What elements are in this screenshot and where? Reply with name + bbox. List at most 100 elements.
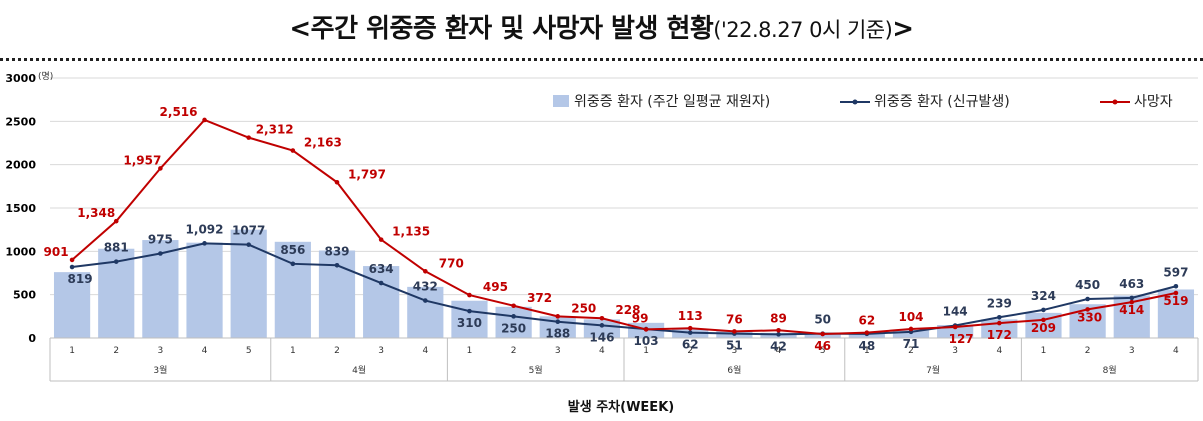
severe-point — [997, 314, 1002, 320]
death-point — [952, 324, 958, 330]
severe-data-label: 146 — [589, 330, 614, 344]
severe-data-label: 450 — [1075, 278, 1100, 292]
severe-data-label: 103 — [634, 334, 659, 348]
death-point — [467, 292, 472, 298]
severe-data-label: 463 — [1119, 277, 1144, 291]
x-tick-label: 1 — [864, 346, 870, 356]
bar — [1157, 289, 1195, 338]
y-tick-label: 1000 — [5, 245, 36, 258]
death-point — [732, 329, 737, 334]
severe-point — [1041, 307, 1046, 313]
x-tick-label: 4 — [599, 346, 605, 356]
severe-point — [467, 308, 472, 314]
severe-point — [1129, 295, 1135, 301]
bar — [53, 272, 91, 338]
month-label: 8월 — [1103, 364, 1117, 376]
severe-data-label: 144 — [943, 305, 968, 319]
legend-label-bar: 위중증 환자 (주간 일평균 재원자) — [574, 94, 770, 110]
bar — [495, 306, 532, 338]
x-tick-label: 4 — [422, 346, 428, 356]
severe-point — [158, 251, 163, 256]
y-tick-label: 0 — [28, 332, 36, 345]
severe-data-label: 51 — [726, 339, 743, 353]
death-data-label: 76 — [726, 312, 743, 326]
x-tick-label: 3 — [158, 346, 164, 356]
death-data-label: 1,957 — [123, 153, 161, 167]
severe-data-label: 975 — [148, 233, 173, 247]
severe-data-label: 188 — [545, 327, 570, 341]
severe-data-label: 1077 — [232, 224, 265, 238]
month-label: 6월 — [727, 364, 741, 376]
death-data-label: 2,312 — [256, 123, 294, 137]
y-axis-unit: (명) — [38, 71, 53, 82]
death-data-label: 46 — [814, 339, 831, 353]
death-point — [599, 315, 605, 321]
death-data-label: 127 — [949, 332, 974, 346]
severe-point — [334, 262, 340, 268]
legend-swatch-bar — [553, 95, 569, 107]
death-point — [820, 331, 825, 337]
chart-title-sub: ('22.8.27 0시 기준) — [713, 18, 893, 42]
x-tick-label: 2 — [908, 346, 914, 356]
month-label: 7월 — [926, 364, 940, 376]
severe-data-label: 50 — [814, 313, 831, 327]
x-tick-label: 1 — [69, 346, 75, 356]
death-point — [1041, 317, 1046, 323]
death-data-label: 901 — [44, 245, 69, 259]
death-point — [202, 117, 207, 123]
bar — [363, 266, 400, 338]
death-point — [158, 166, 163, 171]
severe-point — [378, 280, 384, 286]
severe-point — [69, 264, 75, 270]
death-data-label: 495 — [483, 280, 508, 294]
x-tick-label: 2 — [687, 346, 693, 356]
death-point — [423, 268, 428, 274]
severe-data-label: 250 — [501, 321, 526, 335]
death-data-label: 1,797 — [348, 167, 386, 181]
severe-line — [71, 242, 1177, 336]
death-data-label: 1,135 — [392, 225, 430, 239]
death-data-label: 2,516 — [160, 105, 198, 119]
x-tick-label: 2 — [1085, 346, 1091, 356]
x-tick-label: 3 — [555, 346, 561, 356]
death-data-label: 519 — [1163, 294, 1188, 308]
severe-data-label: 48 — [858, 339, 875, 353]
chart-title-main: <주간 위중증 환자 및 사망자 발생 현황 — [289, 14, 714, 44]
severe-point — [1173, 283, 1179, 289]
x-tick-label: 5 — [820, 346, 826, 356]
month-label: 5월 — [529, 364, 543, 376]
severe-data-label: 310 — [457, 316, 482, 330]
severe-point — [1085, 296, 1090, 302]
severe-point — [246, 242, 251, 247]
severe-data-label: 597 — [1163, 265, 1188, 279]
severe-point — [423, 298, 428, 303]
bar — [230, 229, 267, 338]
legend-label-death: 사망자 — [1134, 94, 1173, 110]
x-tick-label: 2 — [334, 346, 340, 356]
legend: 위중증 환자 (주간 일평균 재원자) 위중증 환자 (신규발생) 사망자 — [553, 94, 1173, 110]
severe-data-label: 62 — [682, 338, 699, 352]
x-tick-label: 1 — [643, 346, 649, 356]
death-data-label: 209 — [1031, 321, 1056, 335]
severe-point — [687, 330, 693, 335]
x-tick-label: 4 — [996, 346, 1002, 356]
x-tick-label: 1 — [467, 346, 473, 356]
y-tick-label: 2000 — [5, 159, 36, 172]
death-data-label: 372 — [527, 291, 552, 305]
death-point — [378, 237, 384, 242]
chart-title: <주간 위중증 환자 및 사망자 발생 현황('22.8.27 0시 기준)> — [0, 8, 1203, 45]
severe-point — [202, 241, 207, 246]
death-data-label: 104 — [898, 310, 923, 324]
severe-point — [555, 319, 561, 325]
death-point — [997, 320, 1002, 326]
x-tick-label: 4 — [202, 346, 208, 356]
death-point — [555, 314, 561, 319]
death-data-label: 1,348 — [77, 206, 115, 220]
y-tick-label: 2500 — [5, 115, 36, 128]
x-tick-label: 2 — [113, 346, 119, 356]
death-data-label: 172 — [987, 328, 1012, 342]
x-tick-label: 4 — [1173, 346, 1179, 356]
x-tick-label: 2 — [511, 346, 517, 356]
